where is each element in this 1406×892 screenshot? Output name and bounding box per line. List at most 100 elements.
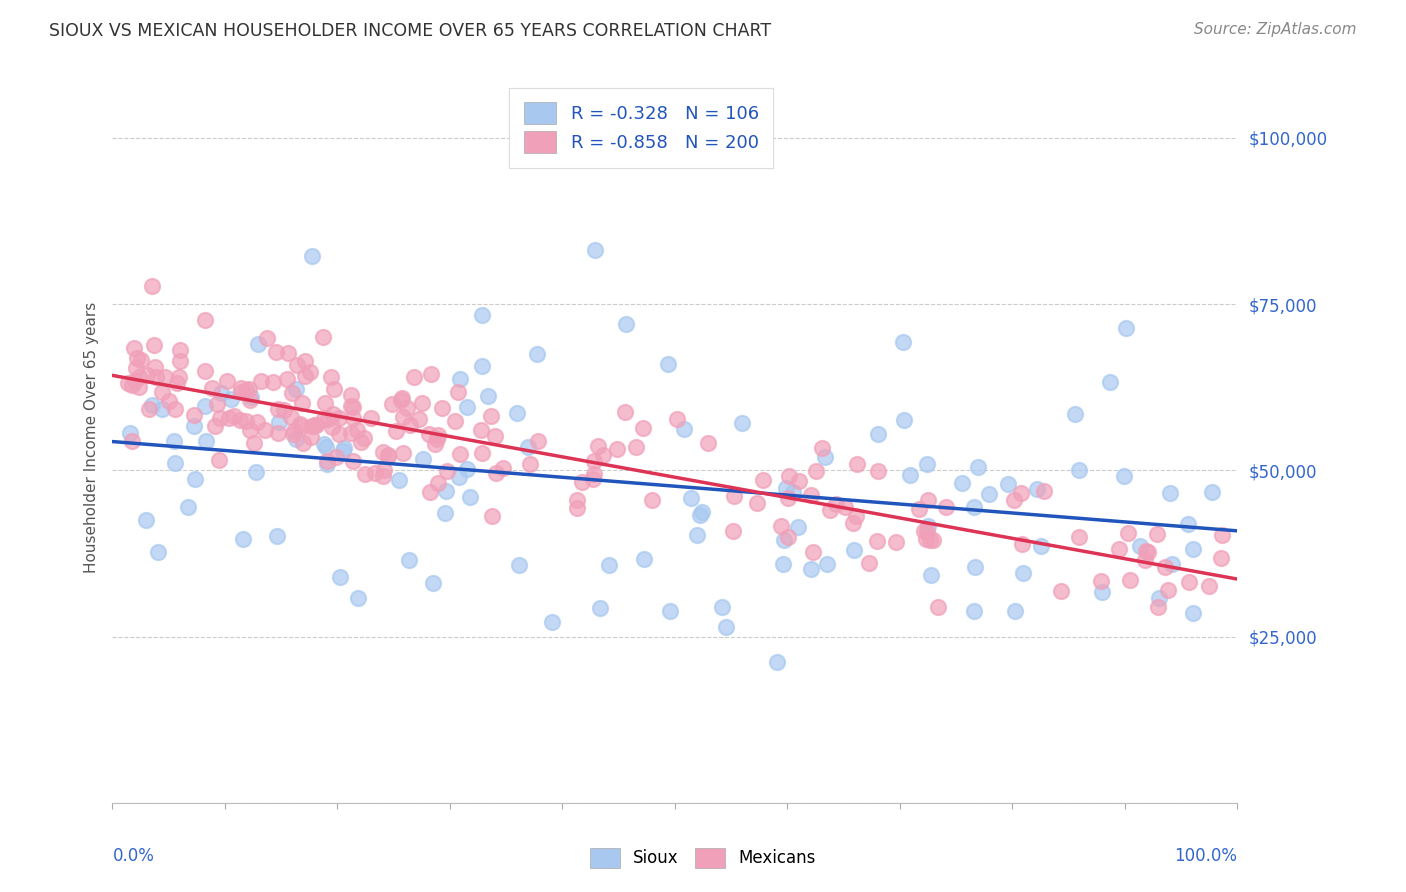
Text: Source: ZipAtlas.com: Source: ZipAtlas.com [1194, 22, 1357, 37]
Point [399, 418, 422, 433]
Point [845, 508, 868, 523]
Point [927, 600, 949, 615]
Point [254, 423, 277, 437]
Point [1004, 604, 1026, 618]
Point [169, 343, 191, 357]
Point [385, 424, 408, 438]
Point [150, 385, 173, 400]
Point [481, 509, 503, 524]
Point [806, 464, 828, 478]
Point [294, 354, 316, 368]
Point [325, 450, 347, 464]
Point [614, 405, 637, 419]
Point [288, 417, 311, 432]
Point [866, 534, 889, 549]
Point [245, 465, 267, 479]
Point [377, 450, 399, 464]
Point [571, 475, 593, 489]
Point [157, 393, 180, 408]
Point [787, 474, 810, 488]
Point [917, 457, 939, 471]
Point [1198, 579, 1220, 593]
Point [402, 370, 425, 384]
Point [842, 542, 865, 557]
Point [239, 393, 262, 408]
Point [280, 410, 302, 425]
Point [117, 376, 139, 391]
Point [145, 360, 167, 375]
Point [747, 495, 769, 509]
Point [592, 448, 614, 462]
Point [256, 331, 278, 345]
Point [815, 558, 838, 572]
Legend: Sioux, Mexicans: Sioux, Mexicans [583, 841, 823, 875]
Point [782, 485, 804, 500]
Point [666, 411, 689, 425]
Point [1147, 600, 1170, 615]
Point [422, 576, 444, 591]
Point [921, 533, 943, 548]
Point [430, 401, 453, 416]
Point [346, 591, 368, 605]
Point [291, 396, 314, 410]
Point [1177, 516, 1199, 531]
Point [1149, 591, 1171, 606]
Point [143, 338, 166, 352]
Point [129, 353, 152, 368]
Point [471, 308, 494, 322]
Point [217, 374, 239, 388]
Point [1119, 573, 1142, 587]
Point [519, 457, 541, 471]
Point [425, 437, 447, 451]
Point [434, 483, 457, 498]
Point [962, 500, 984, 514]
Point [339, 425, 361, 440]
Point [229, 385, 252, 400]
Point [477, 389, 499, 403]
Point [163, 401, 186, 416]
Point [679, 491, 702, 505]
Point [842, 516, 865, 530]
Point [800, 488, 823, 502]
Point [427, 475, 450, 490]
Point [208, 411, 231, 425]
Point [314, 396, 336, 410]
Point [917, 524, 939, 538]
Point [183, 409, 205, 423]
Point [471, 446, 494, 460]
Point [866, 426, 889, 441]
Point [398, 553, 420, 567]
Point [395, 401, 418, 415]
Point [697, 436, 720, 450]
Point [582, 467, 605, 481]
Point [411, 396, 433, 410]
Point [281, 427, 304, 442]
Point [209, 386, 232, 401]
Point [963, 559, 986, 574]
Point [979, 487, 1001, 501]
Point [264, 344, 287, 359]
Point [141, 278, 163, 293]
Point [184, 472, 207, 486]
Point [381, 397, 404, 411]
Point [340, 388, 363, 402]
Point [858, 556, 880, 570]
Point [967, 460, 990, 475]
Point [776, 530, 799, 544]
Point [267, 402, 290, 417]
Point [316, 454, 339, 468]
Point [710, 600, 733, 615]
Point [1099, 375, 1122, 389]
Point [471, 359, 494, 373]
Point [194, 434, 217, 448]
Point [122, 341, 145, 355]
Point [1114, 469, 1136, 483]
Point [606, 442, 628, 456]
Point [218, 411, 240, 425]
Point [298, 365, 321, 379]
Point [935, 500, 957, 514]
Point [201, 381, 224, 395]
Point [508, 558, 530, 573]
Point [301, 430, 323, 444]
Point [800, 562, 823, 576]
